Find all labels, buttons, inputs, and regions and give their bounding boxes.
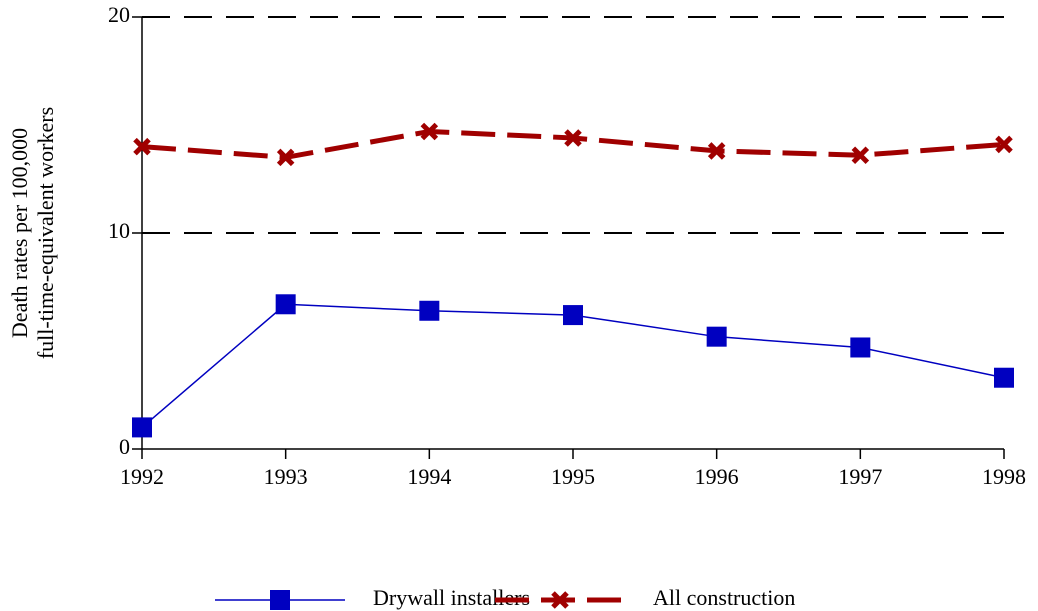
- marker: [133, 137, 151, 156]
- marker: [275, 294, 296, 315]
- marker: [994, 367, 1014, 388]
- marker: [420, 122, 439, 141]
- x-tick-label: 1997: [838, 464, 882, 489]
- x-tick-label: 1994: [407, 464, 451, 489]
- marker: [564, 129, 582, 147]
- x-tick-label: 1992: [120, 464, 164, 489]
- marker: [563, 305, 583, 326]
- x-tick-label: 1998: [982, 464, 1026, 489]
- y-tick-label: 20: [108, 2, 130, 27]
- y-tick-label: 0: [119, 434, 130, 459]
- x-tick-label: 1996: [695, 464, 739, 489]
- marker: [850, 337, 871, 358]
- marker: [706, 326, 727, 347]
- x-tick-label: 1995: [551, 464, 595, 489]
- marker: [132, 417, 152, 438]
- legend-label: All construction: [653, 585, 795, 610]
- y-axis-label: full-time-equivalent workers: [33, 107, 58, 359]
- x-tick-label: 1993: [264, 464, 308, 489]
- legend-marker: [270, 590, 290, 610]
- legend-marker: [551, 591, 569, 609]
- marker: [419, 300, 440, 321]
- y-tick-label: 10: [108, 218, 130, 243]
- marker: [707, 142, 726, 160]
- y-axis-label: Death rates per 100,000: [7, 128, 32, 338]
- marker: [276, 148, 295, 167]
- marker: [995, 135, 1013, 154]
- marker: [851, 146, 870, 165]
